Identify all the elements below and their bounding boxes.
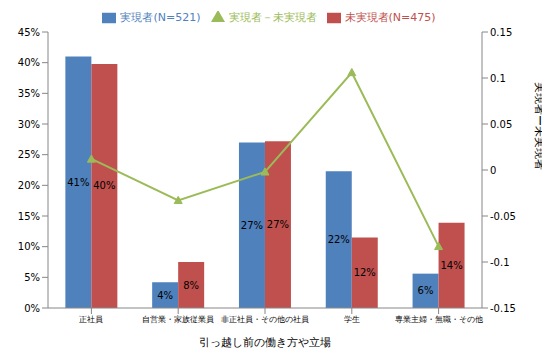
- svg-text:4%: 4%: [157, 290, 173, 301]
- svg-text:実現者ー未実現者: 実現者ー未実現者: [533, 82, 542, 170]
- svg-text:40%: 40%: [93, 180, 115, 191]
- svg-text:0.15: 0.15: [490, 27, 512, 38]
- svg-text:27%: 27%: [241, 220, 263, 231]
- svg-text:35%: 35%: [18, 88, 40, 99]
- svg-text:27%: 27%: [267, 219, 289, 230]
- svg-text:25%: 25%: [18, 149, 40, 160]
- svg-text:22%: 22%: [328, 234, 350, 245]
- svg-text:14%: 14%: [440, 260, 462, 271]
- svg-text:30%: 30%: [18, 119, 40, 130]
- svg-text:学生: 学生: [344, 315, 360, 324]
- svg-text:6%: 6%: [418, 285, 434, 296]
- svg-text:非正社員・その他の社員: 非正社員・その他の社員: [221, 315, 309, 324]
- svg-text:0%: 0%: [24, 303, 40, 314]
- svg-text:15%: 15%: [18, 211, 40, 222]
- svg-text:引っ越し前の働き方や立場: 引っ越し前の働き方や立場: [199, 336, 331, 348]
- html-text:未実現者(N=475): 未実現者(N=475): [344, 11, 436, 24]
- svg-text:40%: 40%: [18, 57, 40, 68]
- svg-text:45%: 45%: [18, 27, 40, 38]
- svg-text:-0.1: -0.1: [490, 257, 510, 268]
- svg-text:5%: 5%: [24, 272, 40, 283]
- svg-text:0: 0: [490, 165, 496, 176]
- svg-text:41%: 41%: [67, 177, 89, 188]
- html-text:実現者－未実現者: 実現者－未実現者: [228, 11, 317, 24]
- svg-text:正社員: 正社員: [79, 315, 103, 324]
- svg-text:0.1: 0.1: [490, 73, 506, 84]
- svg-text:10%: 10%: [18, 241, 40, 252]
- svg-text:8%: 8%: [183, 280, 199, 291]
- svg-text:専業主婦・無職・その他: 専業主婦・無職・その他: [395, 315, 483, 324]
- svg-text:-0.15: -0.15: [490, 303, 516, 314]
- html-text:実現者(N=521): 実現者(N=521): [120, 11, 201, 24]
- svg-text:12%: 12%: [354, 267, 376, 278]
- svg-text:自営業・家族従業員: 自営業・家族従業員: [142, 315, 214, 324]
- svg-text:0.05: 0.05: [490, 119, 512, 130]
- svg-text:-0.05: -0.05: [490, 211, 516, 222]
- svg-text:20%: 20%: [18, 180, 40, 191]
